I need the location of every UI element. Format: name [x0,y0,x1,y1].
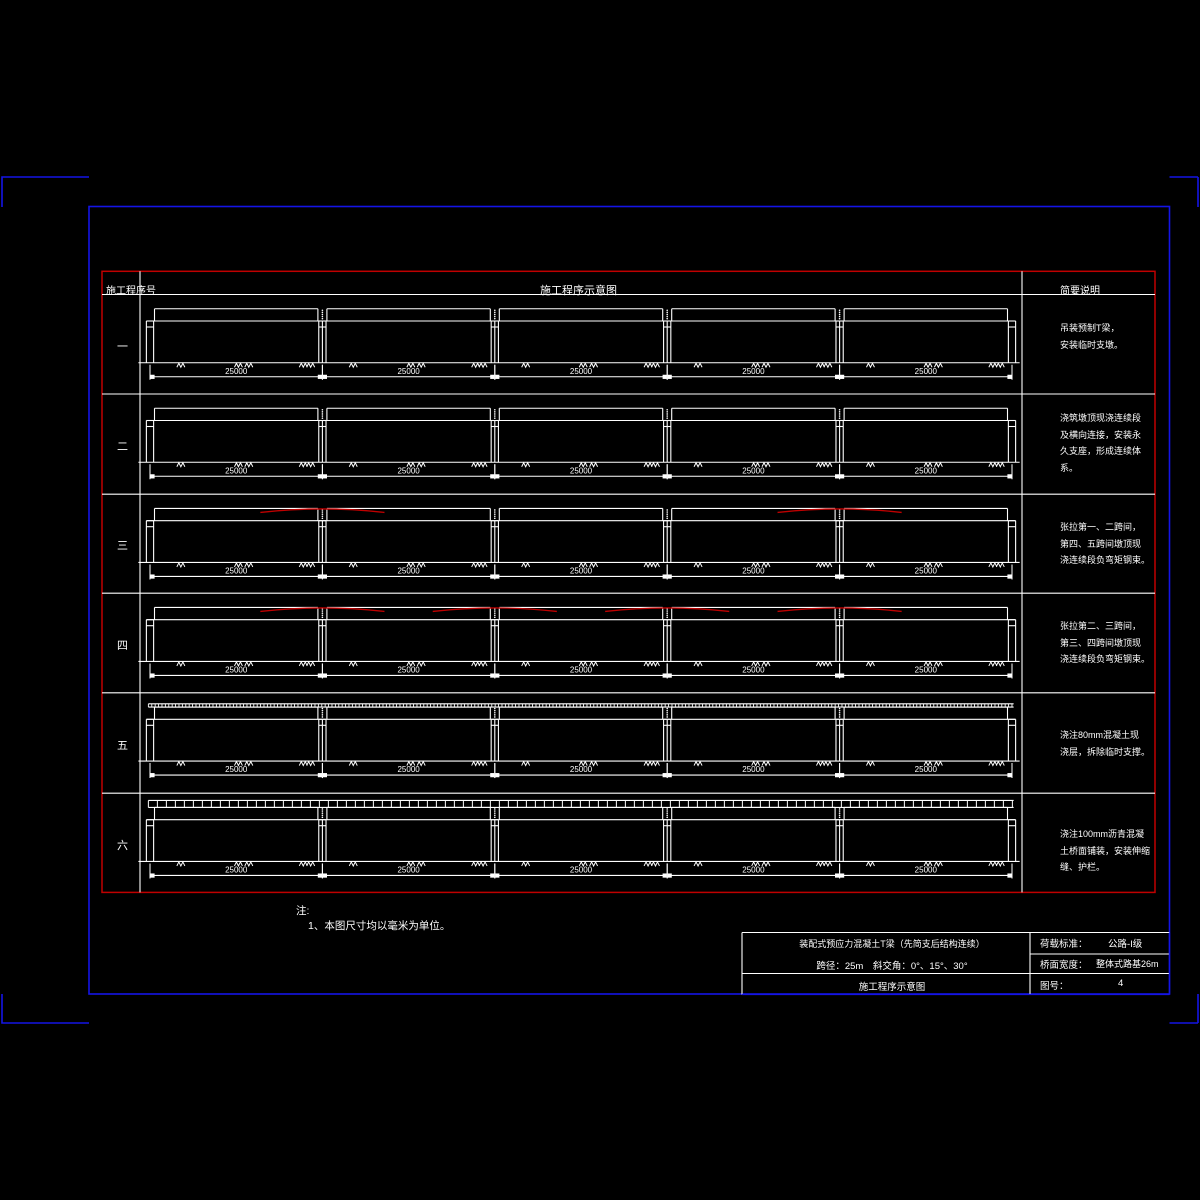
svg-text:25000: 25000 [742,566,765,575]
svg-text:25000: 25000 [570,367,593,376]
svg-text:25000: 25000 [397,466,420,475]
svg-text:25000: 25000 [915,865,938,874]
svg-text:25000: 25000 [225,865,248,874]
svg-text:25000: 25000 [742,665,765,674]
svg-text:25000: 25000 [742,865,765,874]
svg-text:25000: 25000 [225,466,248,475]
svg-text:25000: 25000 [225,367,248,376]
svg-text:25000: 25000 [742,765,765,774]
svg-text:25000: 25000 [742,466,765,475]
svg-text:25000: 25000 [397,765,420,774]
svg-text:25000: 25000 [570,566,593,575]
svg-text:25000: 25000 [915,367,938,376]
svg-text:25000: 25000 [397,566,420,575]
svg-text:25000: 25000 [225,665,248,674]
svg-text:25000: 25000 [397,665,420,674]
svg-text:25000: 25000 [915,466,938,475]
svg-text:25000: 25000 [225,566,248,575]
svg-text:25000: 25000 [570,466,593,475]
svg-text:25000: 25000 [397,865,420,874]
svg-text:25000: 25000 [570,865,593,874]
svg-text:25000: 25000 [915,765,938,774]
svg-text:25000: 25000 [397,367,420,376]
svg-text:25000: 25000 [742,367,765,376]
svg-text:25000: 25000 [915,665,938,674]
svg-text:25000: 25000 [225,765,248,774]
svg-text:25000: 25000 [570,665,593,674]
svg-text:25000: 25000 [915,566,938,575]
svg-text:25000: 25000 [570,765,593,774]
